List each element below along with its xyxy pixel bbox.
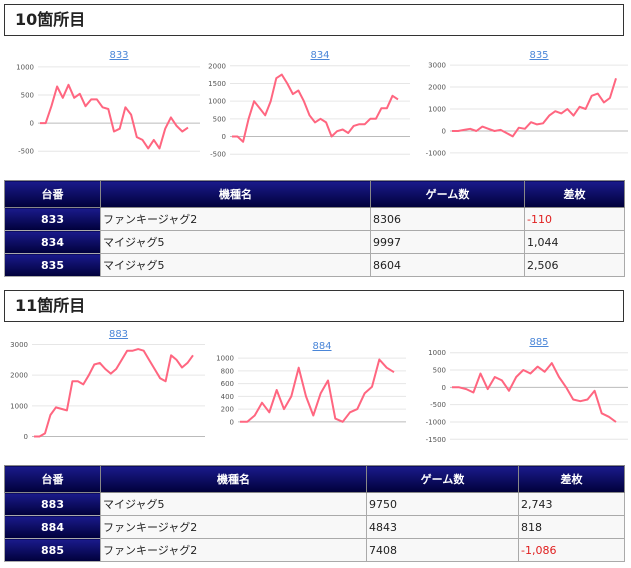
y-tick-label: 2000 xyxy=(208,62,226,70)
y-tick-label: 500 xyxy=(433,367,446,375)
chart-835: 835 3000 2000 1000 0 -1000 xyxy=(418,46,631,161)
diff-value: -1,086 xyxy=(518,538,625,562)
table-row: 833 ファンキージャグ2 8306 -110 xyxy=(4,207,625,231)
y-tick-label: 500 xyxy=(213,115,226,123)
table-row: 835 マイジャグ5 8604 2,506 xyxy=(4,253,625,277)
chart-885: 885 1000 500 0 -500 -1000 -1500 xyxy=(418,333,631,448)
y-tick-label: 0 xyxy=(222,133,226,141)
series-line xyxy=(40,83,189,150)
y-tick-label: -1000 xyxy=(426,418,446,426)
chart-833: 833 1000 500 0 -500 xyxy=(0,46,205,161)
game-count: 8604 xyxy=(370,253,525,277)
chart-title[interactable]: 834 xyxy=(310,50,329,61)
table-row: 834 マイジャグ5 9997 1,044 xyxy=(4,230,625,254)
model-name: ファンキージャグ2 xyxy=(100,515,367,539)
game-count: 4843 xyxy=(366,515,519,539)
series-line xyxy=(232,73,399,143)
y-tick-label: 400 xyxy=(221,393,234,401)
y-tick-label: -500 xyxy=(210,151,226,159)
model-name: マイジャグ5 xyxy=(100,230,371,254)
series-line xyxy=(240,358,395,423)
unit-number: 834 xyxy=(4,230,101,254)
y-tick-label: 500 xyxy=(21,91,34,99)
header-diff: 差枚 xyxy=(518,465,625,493)
unit-number: 835 xyxy=(4,253,101,277)
table-row: 883 マイジャグ5 9750 2,743 xyxy=(4,492,625,516)
header-unit: 台番 xyxy=(4,180,101,208)
y-tick-label: 1000 xyxy=(428,106,446,114)
y-tick-label: 2000 xyxy=(10,372,28,380)
diff-value: 1,044 xyxy=(524,230,625,254)
diff-value: 818 xyxy=(518,515,625,539)
diff-value: 2,743 xyxy=(518,492,625,516)
y-tick-label: 0 xyxy=(24,433,28,441)
game-count: 7408 xyxy=(366,538,519,562)
machine-table-11: 台番 機種名 ゲーム数 差枚 883 マイジャグ5 9750 2,743 884… xyxy=(4,465,625,562)
section-title-11: 11箇所目 xyxy=(4,290,624,322)
table-header-row: 台番 機種名 ゲーム数 差枚 xyxy=(4,180,625,208)
table-header-row: 台番 機種名 ゲーム数 差枚 xyxy=(4,465,625,493)
header-unit: 台番 xyxy=(4,465,101,493)
y-tick-label: 1000 xyxy=(10,402,28,410)
model-name: ファンキージャグ2 xyxy=(100,538,367,562)
y-tick-label: 800 xyxy=(221,367,234,375)
y-tick-label: -1000 xyxy=(426,149,446,157)
header-games: ゲーム数 xyxy=(366,465,519,493)
y-tick-label: 0 xyxy=(442,127,446,135)
diff-value: -110 xyxy=(524,207,625,231)
game-count: 9997 xyxy=(370,230,525,254)
chart-884: 884 1000 800 600 400 200 0 xyxy=(210,333,410,448)
model-name: ファンキージャグ2 xyxy=(100,207,371,231)
chart-title[interactable]: 833 xyxy=(109,50,128,61)
diff-value: 2,506 xyxy=(524,253,625,277)
header-games: ゲーム数 xyxy=(370,180,525,208)
y-tick-label: 0 xyxy=(230,418,234,426)
y-tick-label: -500 xyxy=(430,401,446,409)
y-tick-label: 1000 xyxy=(428,349,446,357)
chart-title[interactable]: 835 xyxy=(529,50,548,61)
chart-title[interactable]: 885 xyxy=(529,337,548,348)
unit-number: 885 xyxy=(4,538,101,562)
y-tick-label: 0 xyxy=(30,120,34,128)
chart-883: 883 3000 2000 1000 0 xyxy=(0,329,210,448)
chart-834: 834 2000 1500 1000 500 0 -500 xyxy=(200,46,415,161)
y-tick-label: 0 xyxy=(442,384,446,392)
header-model: 機種名 xyxy=(100,465,367,493)
header-diff: 差枚 xyxy=(524,180,625,208)
y-tick-label: -500 xyxy=(18,148,34,156)
unit-number: 884 xyxy=(4,515,101,539)
series-line xyxy=(34,348,194,438)
chart-title[interactable]: 883 xyxy=(109,329,128,340)
table-row: 884 ファンキージャグ2 4843 818 xyxy=(4,515,625,539)
y-tick-label: 1000 xyxy=(16,63,34,71)
y-tick-label: 1000 xyxy=(216,355,234,363)
series-line xyxy=(452,362,617,423)
chart-title[interactable]: 884 xyxy=(312,341,331,352)
unit-number: 833 xyxy=(4,207,101,231)
unit-number: 883 xyxy=(4,492,101,516)
y-tick-label: 2000 xyxy=(428,84,446,92)
machine-table-10: 台番 機種名 ゲーム数 差枚 833 ファンキージャグ2 8306 -110 8… xyxy=(4,180,625,277)
series-line xyxy=(452,78,617,138)
y-tick-label: 200 xyxy=(221,406,234,414)
model-name: マイジャグ5 xyxy=(100,253,371,277)
game-count: 8306 xyxy=(370,207,525,231)
header-model: 機種名 xyxy=(100,180,371,208)
y-tick-label: 3000 xyxy=(428,62,446,70)
y-tick-label: 3000 xyxy=(10,341,28,349)
y-tick-label: 600 xyxy=(221,380,234,388)
game-count: 9750 xyxy=(366,492,519,516)
section-title-10: 10箇所目 xyxy=(4,4,624,36)
y-tick-label: -1500 xyxy=(426,436,446,444)
y-tick-label: 1500 xyxy=(208,80,226,88)
model-name: マイジャグ5 xyxy=(100,492,367,516)
table-row: 885 ファンキージャグ2 7408 -1,086 xyxy=(4,538,625,562)
y-tick-label: 1000 xyxy=(208,98,226,106)
